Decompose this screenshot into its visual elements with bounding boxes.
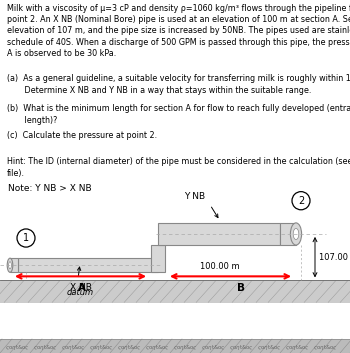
- Text: $\varsigma$o$\eta$t&o$\varsigma$: $\varsigma$o$\eta$t&o$\varsigma$: [229, 343, 254, 352]
- Text: Note: Y NB > X NB: Note: Y NB > X NB: [8, 184, 92, 192]
- Text: $\varsigma$o$\eta$t&o$\varsigma$: $\varsigma$o$\eta$t&o$\varsigma$: [5, 343, 30, 352]
- Text: B: B: [238, 283, 245, 293]
- Ellipse shape: [7, 258, 13, 272]
- Text: $\varsigma$o$\eta$t&o$\varsigma$: $\varsigma$o$\eta$t&o$\varsigma$: [145, 343, 170, 352]
- Text: 2: 2: [298, 196, 304, 206]
- Text: datum: datum: [66, 288, 93, 297]
- Text: 107.00 m: 107.00 m: [319, 253, 350, 262]
- Bar: [0, 280, 350, 303]
- Bar: [18, 258, 158, 272]
- Text: $\varsigma$o$\eta$t&o$\varsigma$: $\varsigma$o$\eta$t&o$\varsigma$: [201, 343, 226, 352]
- Text: $\varsigma$o$\eta$t&o$\varsigma$: $\varsigma$o$\eta$t&o$\varsigma$: [173, 343, 198, 352]
- Circle shape: [17, 229, 35, 247]
- Ellipse shape: [290, 223, 302, 245]
- Text: Hint: The ID (internal diameter) of the pipe must be considered in the calculati: Hint: The ID (internal diameter) of the …: [7, 157, 350, 178]
- Text: $\varsigma$o$\eta$t&o$\varsigma$: $\varsigma$o$\eta$t&o$\varsigma$: [313, 343, 338, 352]
- Text: (c)  Calculate the pressure at point 2.: (c) Calculate the pressure at point 2.: [7, 131, 157, 139]
- Bar: [151, 245, 165, 272]
- Text: X NB: X NB: [70, 283, 92, 292]
- Bar: [0, 339, 350, 353]
- Text: Milk with a viscosity of μ=3 cP and density ρ=1060 kg/m³ flows through the pipel: Milk with a viscosity of μ=3 cP and dens…: [7, 4, 350, 58]
- Text: 100.00 m: 100.00 m: [200, 262, 239, 271]
- Text: $\varsigma$o$\eta$t&o$\varsigma$: $\varsigma$o$\eta$t&o$\varsigma$: [117, 343, 142, 352]
- Text: $\varsigma$o$\eta$t&o$\varsigma$: $\varsigma$o$\eta$t&o$\varsigma$: [33, 343, 58, 352]
- Bar: [280, 223, 296, 245]
- Ellipse shape: [9, 262, 12, 269]
- Text: $\varsigma$o$\eta$t&o$\varsigma$: $\varsigma$o$\eta$t&o$\varsigma$: [285, 343, 310, 352]
- Text: $\varsigma$o$\eta$t&o$\varsigma$: $\varsigma$o$\eta$t&o$\varsigma$: [257, 343, 282, 352]
- Text: $\varsigma$o$\eta$t&o$\varsigma$: $\varsigma$o$\eta$t&o$\varsigma$: [61, 343, 86, 352]
- Text: (b)  What is the minimum length for section A for flow to reach fully developed : (b) What is the minimum length for secti…: [7, 104, 350, 125]
- Text: 1: 1: [23, 233, 29, 243]
- Circle shape: [292, 192, 310, 210]
- Text: A: A: [77, 283, 85, 293]
- Ellipse shape: [293, 228, 299, 240]
- Bar: [10, 258, 18, 272]
- Bar: [158, 223, 280, 245]
- Text: Y NB: Y NB: [184, 192, 205, 201]
- Text: (a)  As a general guideline, a suitable velocity for transferring milk is roughl: (a) As a general guideline, a suitable v…: [7, 74, 350, 95]
- Text: $\varsigma$o$\eta$t&o$\varsigma$: $\varsigma$o$\eta$t&o$\varsigma$: [89, 343, 114, 352]
